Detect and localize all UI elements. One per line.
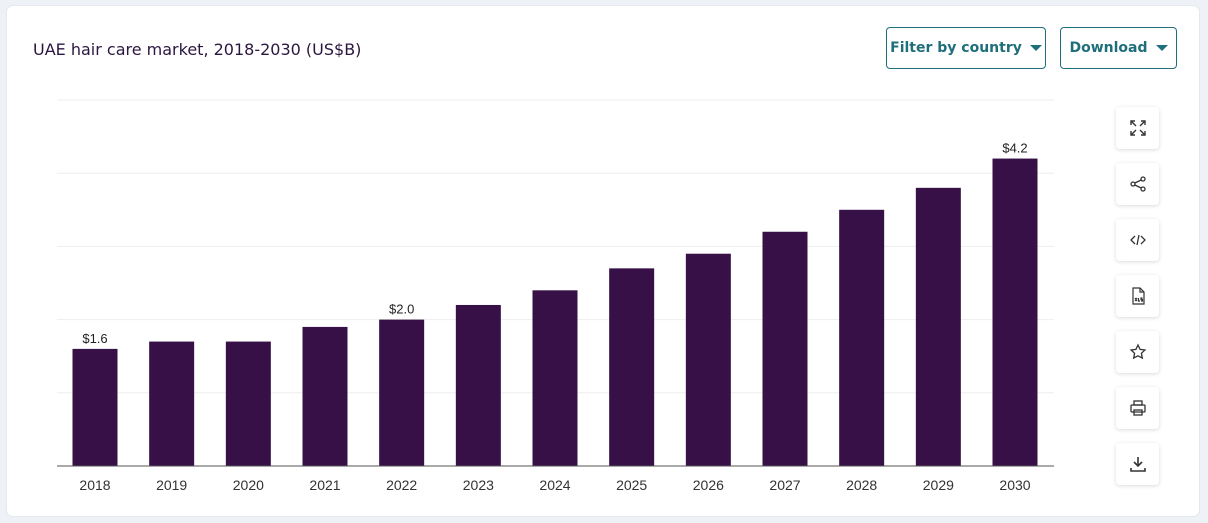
bar-2029[interactable] xyxy=(915,187,961,466)
filter-by-country-button[interactable]: Filter by country xyxy=(886,27,1046,69)
download-icon xyxy=(1129,457,1146,472)
expand-button[interactable] xyxy=(1116,107,1159,149)
expand-icon xyxy=(1129,120,1146,136)
bar-2020[interactable] xyxy=(225,341,271,466)
xls-file-icon xyxy=(1131,287,1145,305)
bar-2026[interactable] xyxy=(685,253,731,466)
bar-2024[interactable] xyxy=(532,290,578,466)
bar-2030[interactable] xyxy=(992,158,1038,466)
bar-2028[interactable] xyxy=(839,209,885,467)
print-button[interactable] xyxy=(1116,387,1159,429)
chart-x-ticks: 2018 2019 2020 2021 2022 2023 2024 2025 2026 2027… xyxy=(79,477,1030,493)
print-icon xyxy=(1129,400,1146,416)
x-tick-label: 2024 xyxy=(539,477,570,493)
bar-2023[interactable] xyxy=(455,304,501,466)
x-tick-label: 2021 xyxy=(309,477,340,493)
bar-2025[interactable] xyxy=(609,268,655,466)
x-tick-label: 2023 xyxy=(463,477,494,493)
embed-button[interactable] xyxy=(1116,219,1159,261)
bar-2018[interactable] xyxy=(72,348,118,466)
bar-2021[interactable] xyxy=(302,326,348,466)
download-button-label: Download xyxy=(1069,40,1148,56)
chart-bars xyxy=(72,158,1038,467)
chart-title: UAE hair care market, 2018-2030 (US$B) xyxy=(33,40,362,59)
bar-2027[interactable] xyxy=(762,231,808,466)
share-button[interactable] xyxy=(1116,163,1159,205)
chart-data-labels: $1.6 $2.0 $4.2 xyxy=(82,141,1027,346)
x-tick-label: 2029 xyxy=(923,477,954,493)
download-image-button[interactable] xyxy=(1116,443,1159,485)
x-tick-label: 2027 xyxy=(769,477,800,493)
x-tick-label: 2025 xyxy=(616,477,647,493)
data-label: $4.2 xyxy=(1002,141,1027,156)
favorite-button[interactable] xyxy=(1116,331,1159,373)
download-dropdown-button[interactable]: Download xyxy=(1060,27,1177,69)
caret-down-icon xyxy=(1155,45,1168,51)
x-tick-label: 2022 xyxy=(386,477,417,493)
filter-button-label: Filter by country xyxy=(890,40,1022,56)
star-icon xyxy=(1129,343,1146,360)
x-tick-label: 2030 xyxy=(999,477,1030,493)
x-tick-label: 2028 xyxy=(846,477,877,493)
x-tick-label: 2026 xyxy=(693,477,724,493)
share-icon xyxy=(1129,176,1146,192)
bar-2022[interactable] xyxy=(379,319,425,466)
xls-export-button[interactable] xyxy=(1116,275,1159,317)
bar-2019[interactable] xyxy=(149,341,195,466)
x-tick-label: 2018 xyxy=(79,477,110,493)
data-label: $1.6 xyxy=(82,331,107,346)
x-tick-label: 2020 xyxy=(233,477,264,493)
embed-code-icon xyxy=(1129,234,1146,246)
caret-down-icon xyxy=(1029,45,1042,51)
x-tick-label: 2019 xyxy=(156,477,187,493)
data-label: $2.0 xyxy=(389,302,414,317)
